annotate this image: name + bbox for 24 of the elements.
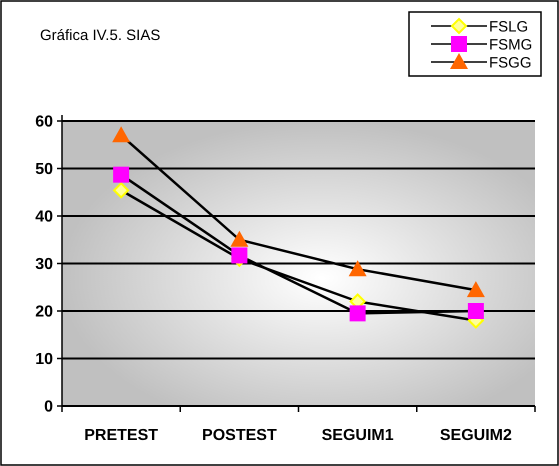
y-tick-label: 40 xyxy=(35,208,54,226)
x-tick-label: POSTEST xyxy=(202,427,277,444)
y-tick-label: 20 xyxy=(35,304,54,321)
point xyxy=(466,281,485,298)
y-tick-label: 10 xyxy=(35,351,54,368)
point xyxy=(112,126,130,142)
point xyxy=(113,166,130,183)
x-tick-label: PRETEST xyxy=(84,427,158,444)
y-tick-label: 30 xyxy=(35,256,54,274)
legend-label: FSLG xyxy=(489,18,528,36)
x-tick-label: SEGUIM1 xyxy=(322,427,394,444)
legend-label: FSMG xyxy=(489,36,532,54)
point xyxy=(468,303,484,319)
legend-label: FSGG xyxy=(489,54,532,72)
point xyxy=(231,247,248,264)
y-tick-label: 60 xyxy=(35,114,54,131)
point xyxy=(350,305,366,322)
chart-title: Gráfica IV.5. SIAS xyxy=(40,27,160,44)
point xyxy=(348,260,367,276)
y-tick-label: 50 xyxy=(35,161,54,178)
point xyxy=(230,230,248,247)
y-tick-label: 0 xyxy=(44,398,54,416)
point xyxy=(113,182,130,198)
x-tick-label: SEGUIM2 xyxy=(440,427,512,444)
